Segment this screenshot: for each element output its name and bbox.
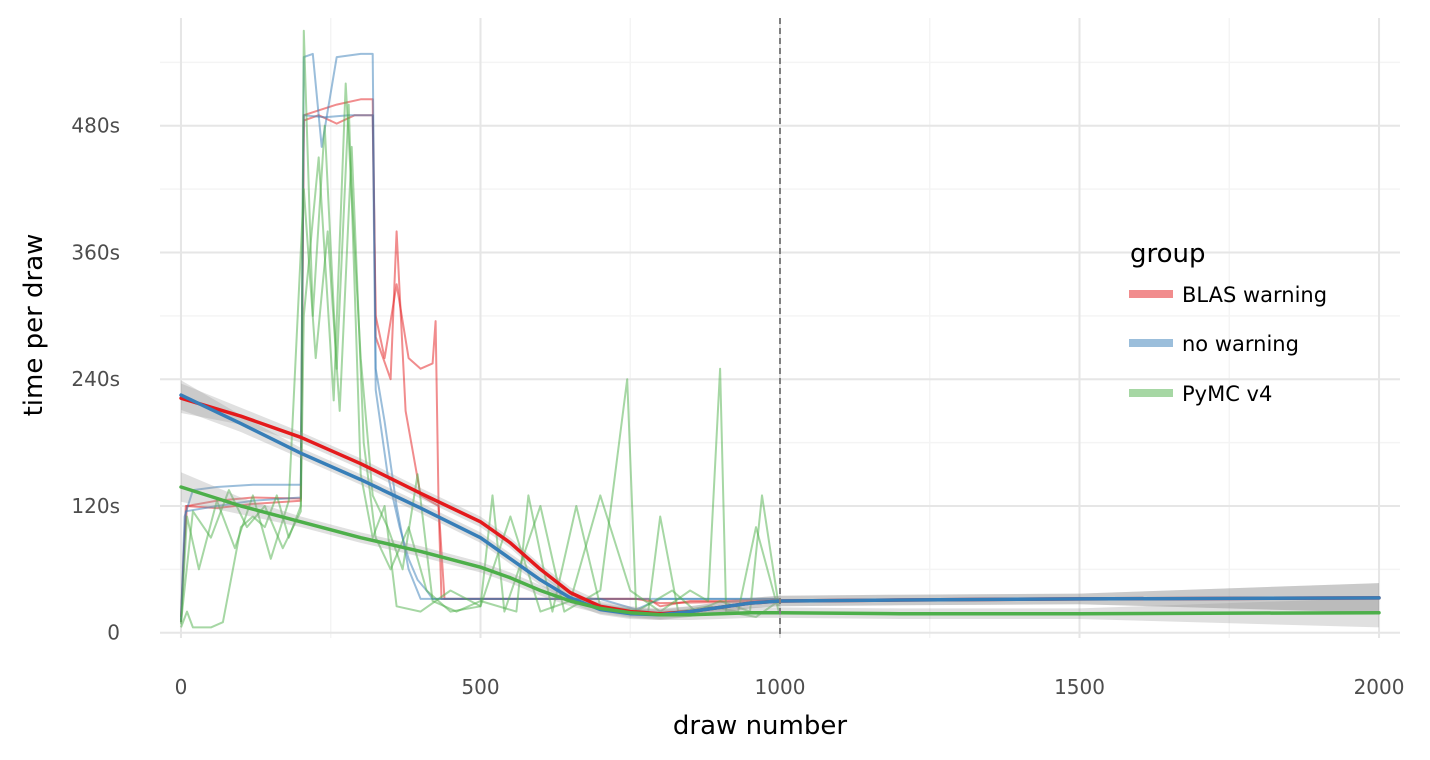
- x-axis-title: draw number: [673, 711, 847, 741]
- x-tick-label: 1000: [755, 675, 806, 699]
- y-tick-label: 480s: [71, 114, 120, 138]
- legend-swatch-blas-warning: [1129, 290, 1173, 298]
- legend-swatch-no-warning: [1129, 339, 1173, 347]
- legend: group BLAS warning no warning PyMC v4: [1129, 239, 1327, 406]
- legend-label-blas-warning: BLAS warning: [1182, 283, 1327, 307]
- confidence-band-0: [181, 383, 1379, 619]
- y-tick-label: 0: [107, 621, 120, 645]
- y-axis-title: time per draw: [19, 234, 49, 417]
- legend-title: group: [1130, 239, 1206, 269]
- x-tick-label: 500: [461, 675, 499, 699]
- y-tick-label: 360s: [71, 240, 120, 264]
- y-tick-labels: 0 120s 240s 360s 480s: [71, 114, 120, 645]
- y-tick-label: 120s: [71, 494, 120, 518]
- x-tick-label: 0: [175, 675, 188, 699]
- y-tick-label: 240s: [71, 367, 120, 391]
- legend-swatch-pymc-v4: [1129, 389, 1173, 397]
- legend-label-pymc-v4: PyMC v4: [1182, 382, 1272, 406]
- legend-label-no-warning: no warning: [1182, 332, 1299, 356]
- x-tick-labels: 0 500 1000 1500 2000: [175, 675, 1405, 699]
- x-tick-label: 2000: [1354, 675, 1405, 699]
- raw-series-layer: [180, 29, 780, 629]
- x-tick-label: 1500: [1054, 675, 1105, 699]
- confidence-band-1: [181, 380, 1379, 620]
